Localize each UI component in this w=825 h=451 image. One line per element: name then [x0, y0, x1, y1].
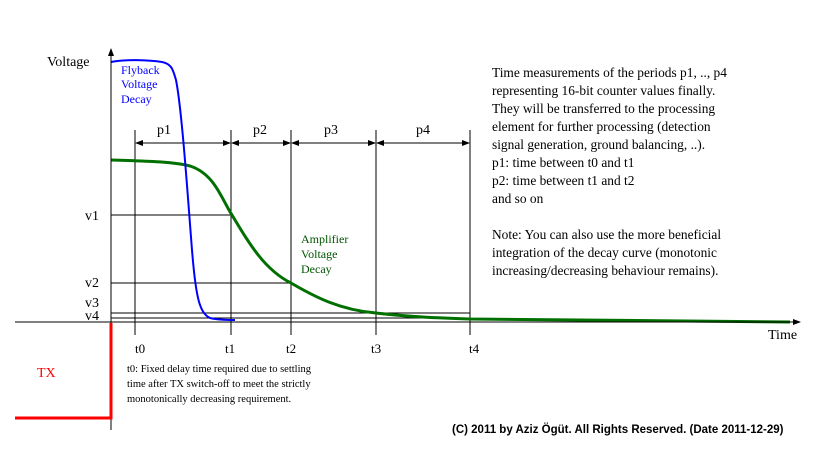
description-line: Note: You can also use the more benefici… [492, 227, 722, 242]
description-spacer [492, 208, 812, 226]
amplifier-label: Voltage [301, 247, 337, 261]
p1-label: p1 [157, 123, 171, 138]
flyback-label: Voltage [121, 77, 157, 91]
y-axis-label: Voltage [47, 55, 90, 70]
v4-label: v4 [85, 309, 99, 324]
t3-label: t3 [371, 341, 381, 356]
time-markers [134, 130, 471, 335]
flyback-label: Flyback [121, 63, 160, 77]
description-line: representing 16-bit counter values final… [492, 83, 716, 98]
t0-note: t0: Fixed delay time required due to set… [127, 364, 312, 375]
t4-label: t4 [469, 341, 480, 356]
description-line: They will be transferred to the processi… [492, 101, 716, 116]
copyright-notice: (C) 2011 by Aziz Ögüt. All Rights Reserv… [452, 424, 784, 436]
v3-label: v3 [85, 296, 99, 311]
p3-label: p3 [324, 123, 338, 138]
description-text: Time measurements of the periods p1, ..,… [492, 64, 812, 280]
description-line: and so on [492, 191, 544, 206]
p4-label: p4 [416, 123, 430, 138]
description-line: Time measurements of the periods p1, ..,… [492, 65, 727, 80]
description-line: element for further processing (detectio… [492, 119, 711, 134]
description-line: increasing/decreasing behaviour remains)… [492, 263, 719, 278]
description-line: integration of the decay curve (monotoni… [492, 245, 717, 260]
t2-label: t2 [286, 341, 296, 356]
t0-note: time after TX switch-off to meet the str… [127, 379, 311, 390]
description-line: p2: time between t1 and t2 [492, 173, 635, 188]
amplifier-label: Decay [301, 262, 332, 276]
tx-signal-line [15, 323, 113, 420]
flyback-label: Decay [121, 92, 152, 106]
p2-label: p2 [253, 123, 267, 138]
v2-label: v2 [85, 276, 99, 291]
t1-label: t1 [225, 341, 235, 356]
t0-note: monotonically decreasing requirement. [127, 394, 291, 405]
amplifier-label: Amplifier [301, 232, 348, 246]
flyback-decay-curve [110, 59, 236, 321]
amplifier-decay-curve [110, 158, 791, 324]
description-line: p1: time between t0 and t1 [492, 155, 635, 170]
x-axis-label: Time [768, 328, 797, 343]
tx-label: TX [37, 366, 56, 381]
description-line: signal generation, ground balancing, ..)… [492, 137, 706, 152]
v1-label: v1 [85, 209, 99, 224]
t0-label: t0 [135, 341, 145, 356]
